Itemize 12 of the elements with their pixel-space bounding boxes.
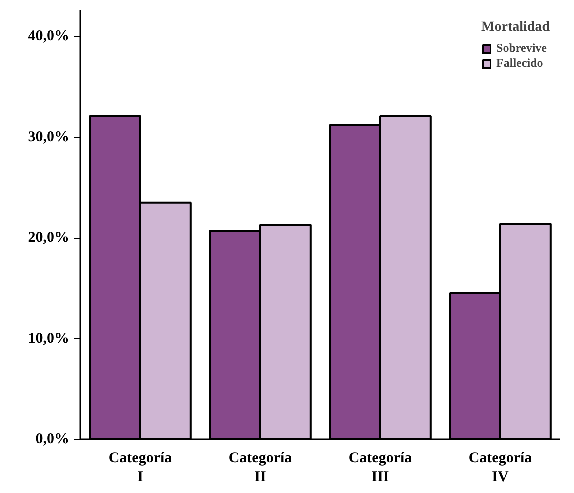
y-tick-label: 40,0% [28,28,70,45]
y-tick-label: 10,0% [28,330,70,347]
x-tick-label: Categoría III [348,450,413,486]
legend-label: Sobrevive [496,41,547,56]
y-tick-label: 30,0% [28,129,70,146]
legend-title: Mortalidad [482,20,550,36]
x-tick-label: Categoría II [228,450,293,486]
x-tick-label: Categoría I [108,450,173,486]
y-tick-label: 20,0% [28,230,70,246]
x-tick-label: Categoría IV [468,450,533,486]
legend-label: Fallecido [496,56,544,71]
y-tick-label: 0,0% [36,432,70,448]
